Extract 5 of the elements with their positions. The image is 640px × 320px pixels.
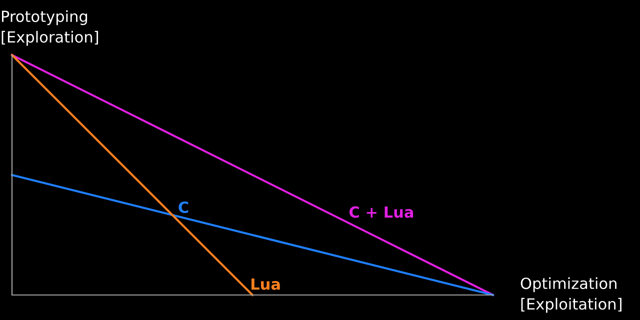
series-label: Lua bbox=[252, 278, 280, 290]
series-label: C + Lua bbox=[349, 206, 414, 218]
series-label: C bbox=[178, 201, 188, 214]
y-axis-title: Prototyping [Exploration] bbox=[2, 10, 98, 46]
x-axis-title: Optimization [Exploitation] bbox=[520, 277, 622, 313]
